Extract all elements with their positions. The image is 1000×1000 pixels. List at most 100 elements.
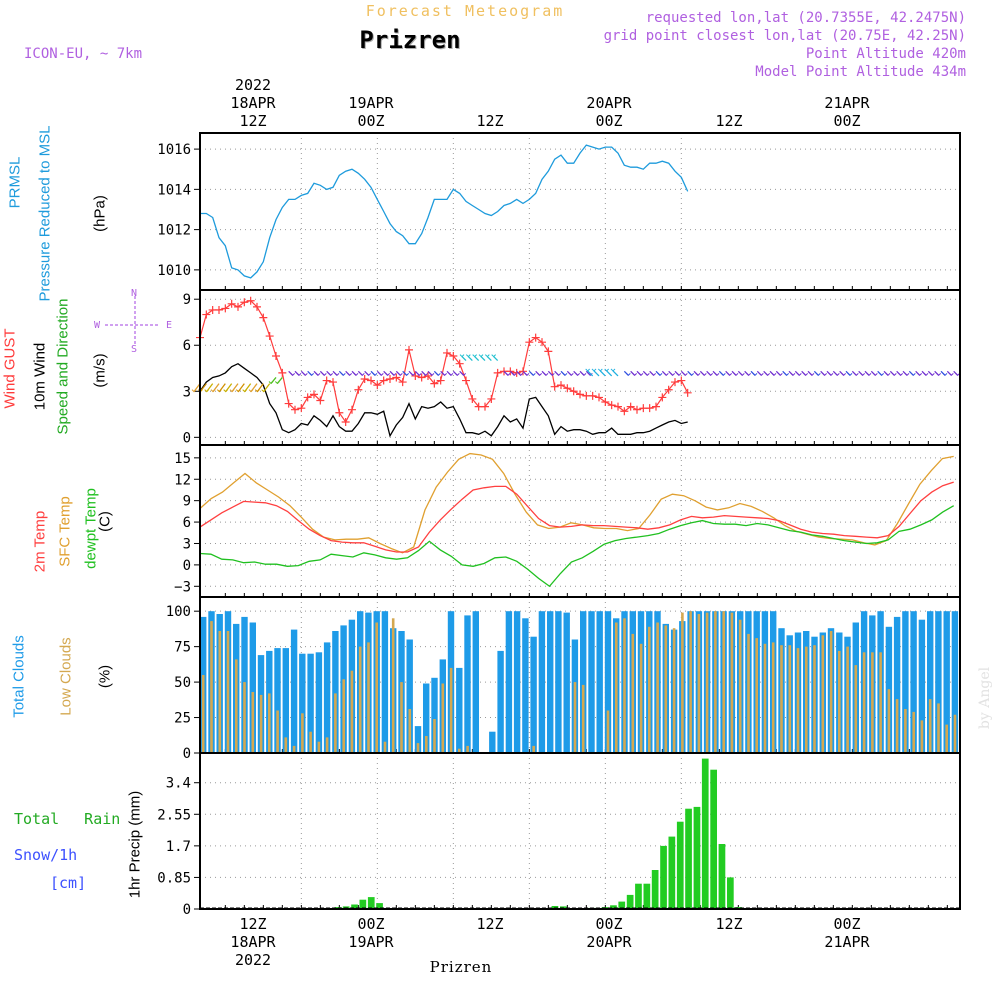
total-cloud-bar	[381, 611, 389, 753]
point-altitude: Point Altitude 420m	[805, 46, 966, 62]
wind-arrow-head	[235, 389, 241, 393]
top-hour-label: 00Z	[595, 112, 623, 130]
total-cloud-bar	[547, 611, 554, 753]
total-cloud-bar	[902, 611, 909, 753]
y-tick-label: 1.7	[166, 839, 191, 855]
total-cloud-bar	[943, 611, 950, 753]
low-cloud-bar	[681, 612, 684, 753]
low-cloud-bar	[210, 621, 213, 753]
wind-arrow-head	[898, 372, 904, 377]
wind-arrow-head	[929, 372, 935, 377]
wind-arrow-head	[261, 389, 267, 393]
total-cloud-bar	[588, 611, 595, 753]
gust-marker	[284, 399, 293, 408]
bottom-date-label: 19APR	[348, 933, 394, 951]
wind-arrow-head	[727, 372, 733, 377]
grid-coords: grid point closest lon,lat (20.75E, 42.2…	[603, 28, 966, 44]
gust-marker	[348, 405, 356, 414]
gust-marker	[633, 405, 641, 414]
wind-arrow-head	[879, 372, 885, 377]
wind-label: 10m Wind	[31, 342, 49, 411]
top-hour-label: 12Z	[476, 112, 504, 130]
wind-arrow-head	[210, 389, 216, 393]
total-cloud-bar	[538, 611, 546, 753]
pressure-line	[200, 144, 689, 279]
y-tick-label: 9	[183, 494, 191, 510]
gust-marker	[215, 305, 223, 314]
gust-marker	[253, 302, 261, 311]
gust-marker	[202, 310, 211, 319]
y-tick-label: 6	[183, 338, 191, 354]
wind-arrow-head	[714, 372, 720, 377]
low-cloud-bar	[871, 652, 874, 753]
wind-arrow-head	[302, 372, 308, 377]
wind-arrow-head	[604, 368, 610, 372]
total-cloud-bar	[555, 611, 562, 753]
wind-arrow-head	[242, 389, 248, 393]
wind-arrow-head	[587, 372, 593, 377]
wind-arrow-head	[746, 372, 752, 377]
wind-arrow-head	[632, 372, 638, 377]
low-cloud-bar	[664, 625, 668, 753]
gust-marker	[677, 376, 686, 385]
low-cloud-bar	[573, 682, 577, 753]
total-cloud-bar	[249, 622, 256, 753]
bottom-hour-label: 00Z	[833, 915, 861, 933]
gust-marker	[557, 381, 565, 390]
wind-arrow-head	[670, 372, 676, 377]
wind-arrow-head	[491, 354, 497, 358]
gust-marker	[576, 390, 584, 399]
wind-arrow-head	[484, 354, 490, 358]
wind-arrow-head	[872, 372, 878, 377]
low-cloud-bar	[846, 646, 849, 753]
gust-marker	[620, 407, 629, 416]
wind-arrow-head	[562, 372, 568, 377]
y-tick-label: 2.55	[157, 807, 191, 823]
temp-dewpoint-line	[199, 505, 955, 588]
low-cloud-bar	[813, 645, 816, 753]
wind-arrow-head	[904, 372, 910, 377]
total-cloud-label: Total Clouds	[10, 635, 28, 718]
low-cloud-bar	[259, 694, 263, 753]
low-cloud-bar	[458, 748, 461, 753]
gust-marker	[341, 417, 350, 426]
low-cloud-bar	[466, 745, 469, 753]
gust-marker	[658, 393, 667, 402]
rain-bar	[351, 904, 358, 909]
rain-bar	[367, 897, 375, 909]
total-cloud-bar	[406, 639, 413, 753]
y-tick-label: 1016	[157, 142, 191, 158]
wind-arrow	[612, 370, 619, 377]
gust-marker	[272, 351, 280, 360]
y-tick-label: 12	[174, 472, 191, 488]
gust-marker	[664, 385, 673, 394]
wind-arrow-head	[885, 372, 891, 377]
wind-arrow-head	[936, 372, 942, 377]
wind-arrow-head	[942, 372, 948, 377]
y-tick-label: 50	[174, 675, 191, 691]
wind-arrow-head	[777, 372, 783, 377]
top-hour-label: 12Z	[239, 112, 267, 130]
total-cloud-bar	[530, 636, 537, 753]
low-cloud-bar	[895, 699, 899, 753]
wind-arrow-head	[733, 372, 739, 377]
total-cloud-bar	[431, 677, 438, 753]
gust-marker	[671, 378, 679, 387]
y-tick-label: 9	[183, 292, 191, 308]
gust-marker	[531, 333, 540, 342]
low-cloud-bar	[829, 631, 833, 753]
gust-marker	[430, 379, 439, 388]
panel-frame	[199, 289, 961, 446]
total-cloud-bar	[323, 642, 331, 753]
low-cloud-bar	[358, 646, 362, 753]
compass-n: N	[131, 288, 138, 299]
wind-arrow-head	[597, 368, 603, 372]
gust-marker	[303, 393, 312, 402]
wind-arrow-head	[435, 372, 441, 377]
rain-label: Total Rain	[14, 810, 121, 828]
low-cloud-bar	[325, 737, 329, 753]
wind-arrow	[461, 356, 467, 362]
wind-arrow-head	[321, 372, 327, 377]
panel-frame	[199, 752, 961, 910]
rain-bar	[718, 844, 726, 909]
